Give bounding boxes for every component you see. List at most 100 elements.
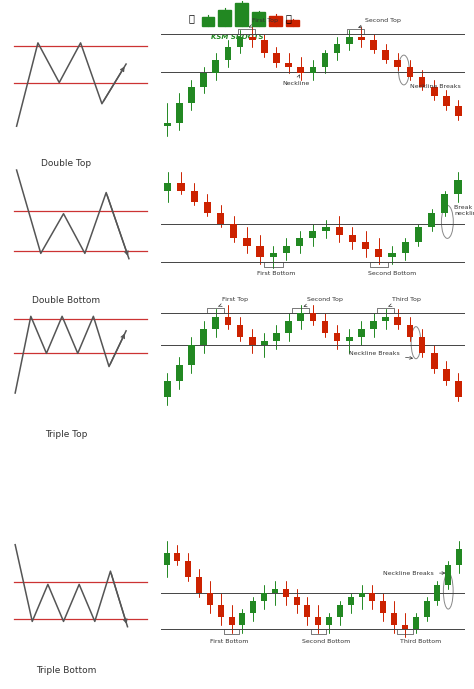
Bar <box>177 183 184 191</box>
Bar <box>322 54 328 67</box>
Bar <box>362 242 369 249</box>
Bar <box>270 253 277 257</box>
Text: KSM SHOOTS: KSM SHOOTS <box>211 34 263 41</box>
Bar <box>334 43 340 54</box>
Bar <box>388 253 396 257</box>
Bar <box>348 597 354 605</box>
Bar <box>375 249 383 257</box>
Bar <box>212 317 219 329</box>
Bar <box>370 40 377 50</box>
Bar <box>225 317 231 325</box>
Bar <box>431 353 438 369</box>
Bar <box>424 601 429 617</box>
Bar <box>383 50 389 60</box>
Text: 🐂: 🐂 <box>189 13 195 23</box>
Bar <box>383 317 389 320</box>
Bar <box>359 593 365 597</box>
Bar <box>370 320 377 329</box>
Bar <box>394 60 401 67</box>
Bar <box>207 593 213 605</box>
Bar <box>413 617 419 629</box>
Text: Triple Top: Triple Top <box>45 430 88 439</box>
Bar <box>309 231 317 238</box>
Text: First Bottom: First Bottom <box>210 639 248 644</box>
Text: Third Top: Third Top <box>389 298 420 307</box>
Bar <box>419 76 425 87</box>
Text: Second Bottom: Second Bottom <box>302 639 350 644</box>
Bar <box>419 337 425 353</box>
Bar <box>455 381 462 397</box>
Text: 🐻: 🐻 <box>286 13 292 23</box>
Bar <box>296 238 303 246</box>
Bar <box>261 593 267 601</box>
Bar <box>219 10 231 26</box>
Bar <box>243 238 251 246</box>
Bar <box>407 67 413 76</box>
Bar <box>249 337 255 344</box>
Bar <box>272 589 278 593</box>
Bar <box>358 329 365 337</box>
Bar <box>188 87 195 103</box>
Text: Neckline: Neckline <box>283 75 310 86</box>
Text: Third Bottom: Third Bottom <box>400 639 441 644</box>
Bar <box>441 194 448 213</box>
Text: First Bottom: First Bottom <box>257 271 296 276</box>
Bar <box>304 605 310 617</box>
Bar <box>391 613 397 625</box>
Text: Neckline Breaks: Neckline Breaks <box>410 84 461 89</box>
Text: Neckline Breaks: Neckline Breaks <box>383 571 445 576</box>
Bar <box>346 337 353 340</box>
Bar <box>402 625 408 629</box>
Bar <box>285 63 292 67</box>
Bar <box>380 601 386 613</box>
Bar <box>164 183 172 191</box>
Bar <box>176 364 182 381</box>
Bar <box>415 227 422 242</box>
Bar <box>250 601 256 613</box>
Bar <box>261 40 268 54</box>
Text: First Top: First Top <box>219 298 248 307</box>
Bar <box>218 605 224 617</box>
Bar <box>337 605 343 617</box>
Text: Triple Bottom: Triple Bottom <box>36 666 97 675</box>
Bar <box>445 565 451 585</box>
Bar <box>326 617 332 625</box>
Bar <box>349 235 356 242</box>
Bar <box>443 369 450 381</box>
Bar <box>336 227 343 235</box>
Bar <box>431 87 438 96</box>
Bar <box>164 123 171 126</box>
Bar <box>358 37 365 40</box>
Bar <box>237 37 243 47</box>
Text: Double Bottom: Double Bottom <box>32 296 100 305</box>
Bar <box>237 325 243 337</box>
Text: Second Top: Second Top <box>359 18 401 28</box>
Bar <box>334 333 340 340</box>
Bar <box>369 593 375 601</box>
Bar <box>176 103 182 123</box>
Bar <box>204 202 211 213</box>
Bar <box>297 67 304 73</box>
Bar <box>256 246 264 257</box>
Bar <box>191 191 198 202</box>
Bar <box>201 73 207 87</box>
Bar <box>407 325 413 337</box>
Bar <box>283 246 290 253</box>
Bar <box>443 96 450 106</box>
Bar <box>322 320 328 333</box>
Text: Double Top: Double Top <box>41 159 91 168</box>
Bar <box>401 242 409 253</box>
Text: Second Bottom: Second Bottom <box>368 271 417 276</box>
Bar <box>164 553 170 565</box>
Bar <box>283 589 289 597</box>
Bar <box>164 381 171 397</box>
Bar <box>273 54 280 63</box>
Bar <box>455 106 462 116</box>
Bar <box>230 224 237 238</box>
Bar <box>236 3 248 26</box>
Bar <box>297 313 304 320</box>
Bar <box>456 549 462 565</box>
Bar <box>286 21 299 26</box>
Text: First Top: First Top <box>249 18 278 28</box>
Bar <box>346 37 353 43</box>
